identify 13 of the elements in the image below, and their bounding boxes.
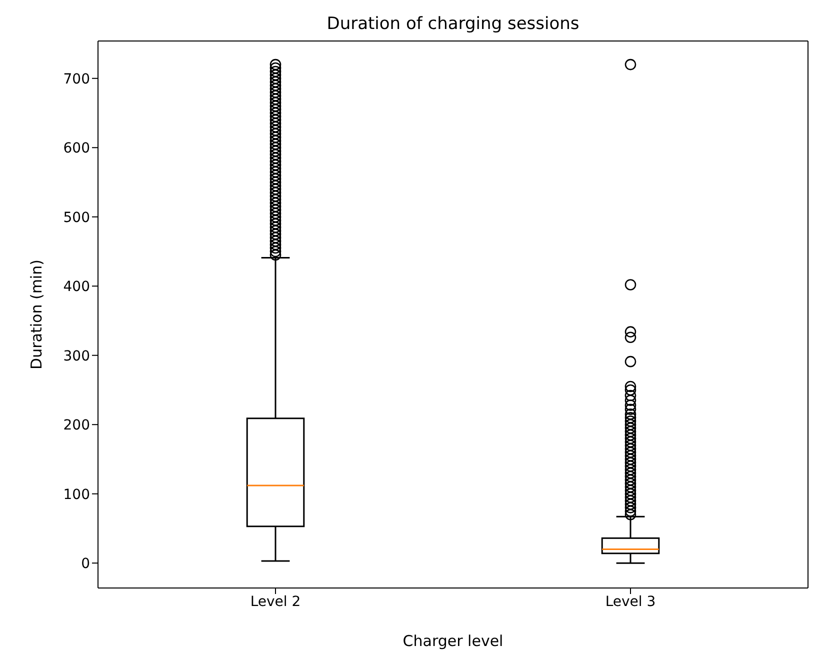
- y-tick-label: 300: [63, 348, 90, 364]
- chart-title: Duration of charging sessions: [326, 14, 580, 34]
- y-tick-label: 200: [63, 418, 90, 434]
- y-axis-title: Duration (min): [27, 260, 46, 370]
- x-axis-title: Charger level: [402, 632, 504, 650]
- x-tick-label: Level 3: [605, 594, 656, 610]
- y-tick-label: 500: [63, 210, 90, 226]
- y-tick-label: 700: [63, 71, 90, 88]
- y-tick-label: 400: [63, 279, 90, 296]
- y-tick-label: 100: [63, 486, 90, 503]
- x-tick-label: Level 2: [250, 594, 301, 610]
- y-tick-label: 0: [81, 556, 90, 572]
- y-tick-label: 600: [63, 140, 90, 157]
